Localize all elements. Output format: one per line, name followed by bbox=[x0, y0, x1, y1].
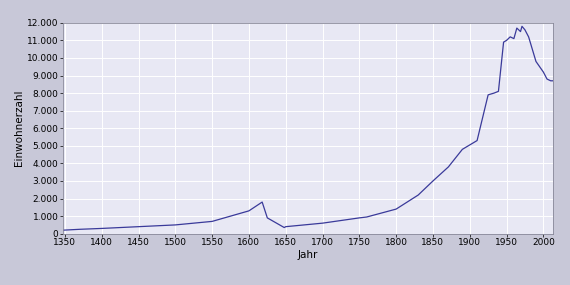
X-axis label: Jahr: Jahr bbox=[298, 250, 318, 260]
Y-axis label: Einwohnerzahl: Einwohnerzahl bbox=[14, 90, 24, 166]
